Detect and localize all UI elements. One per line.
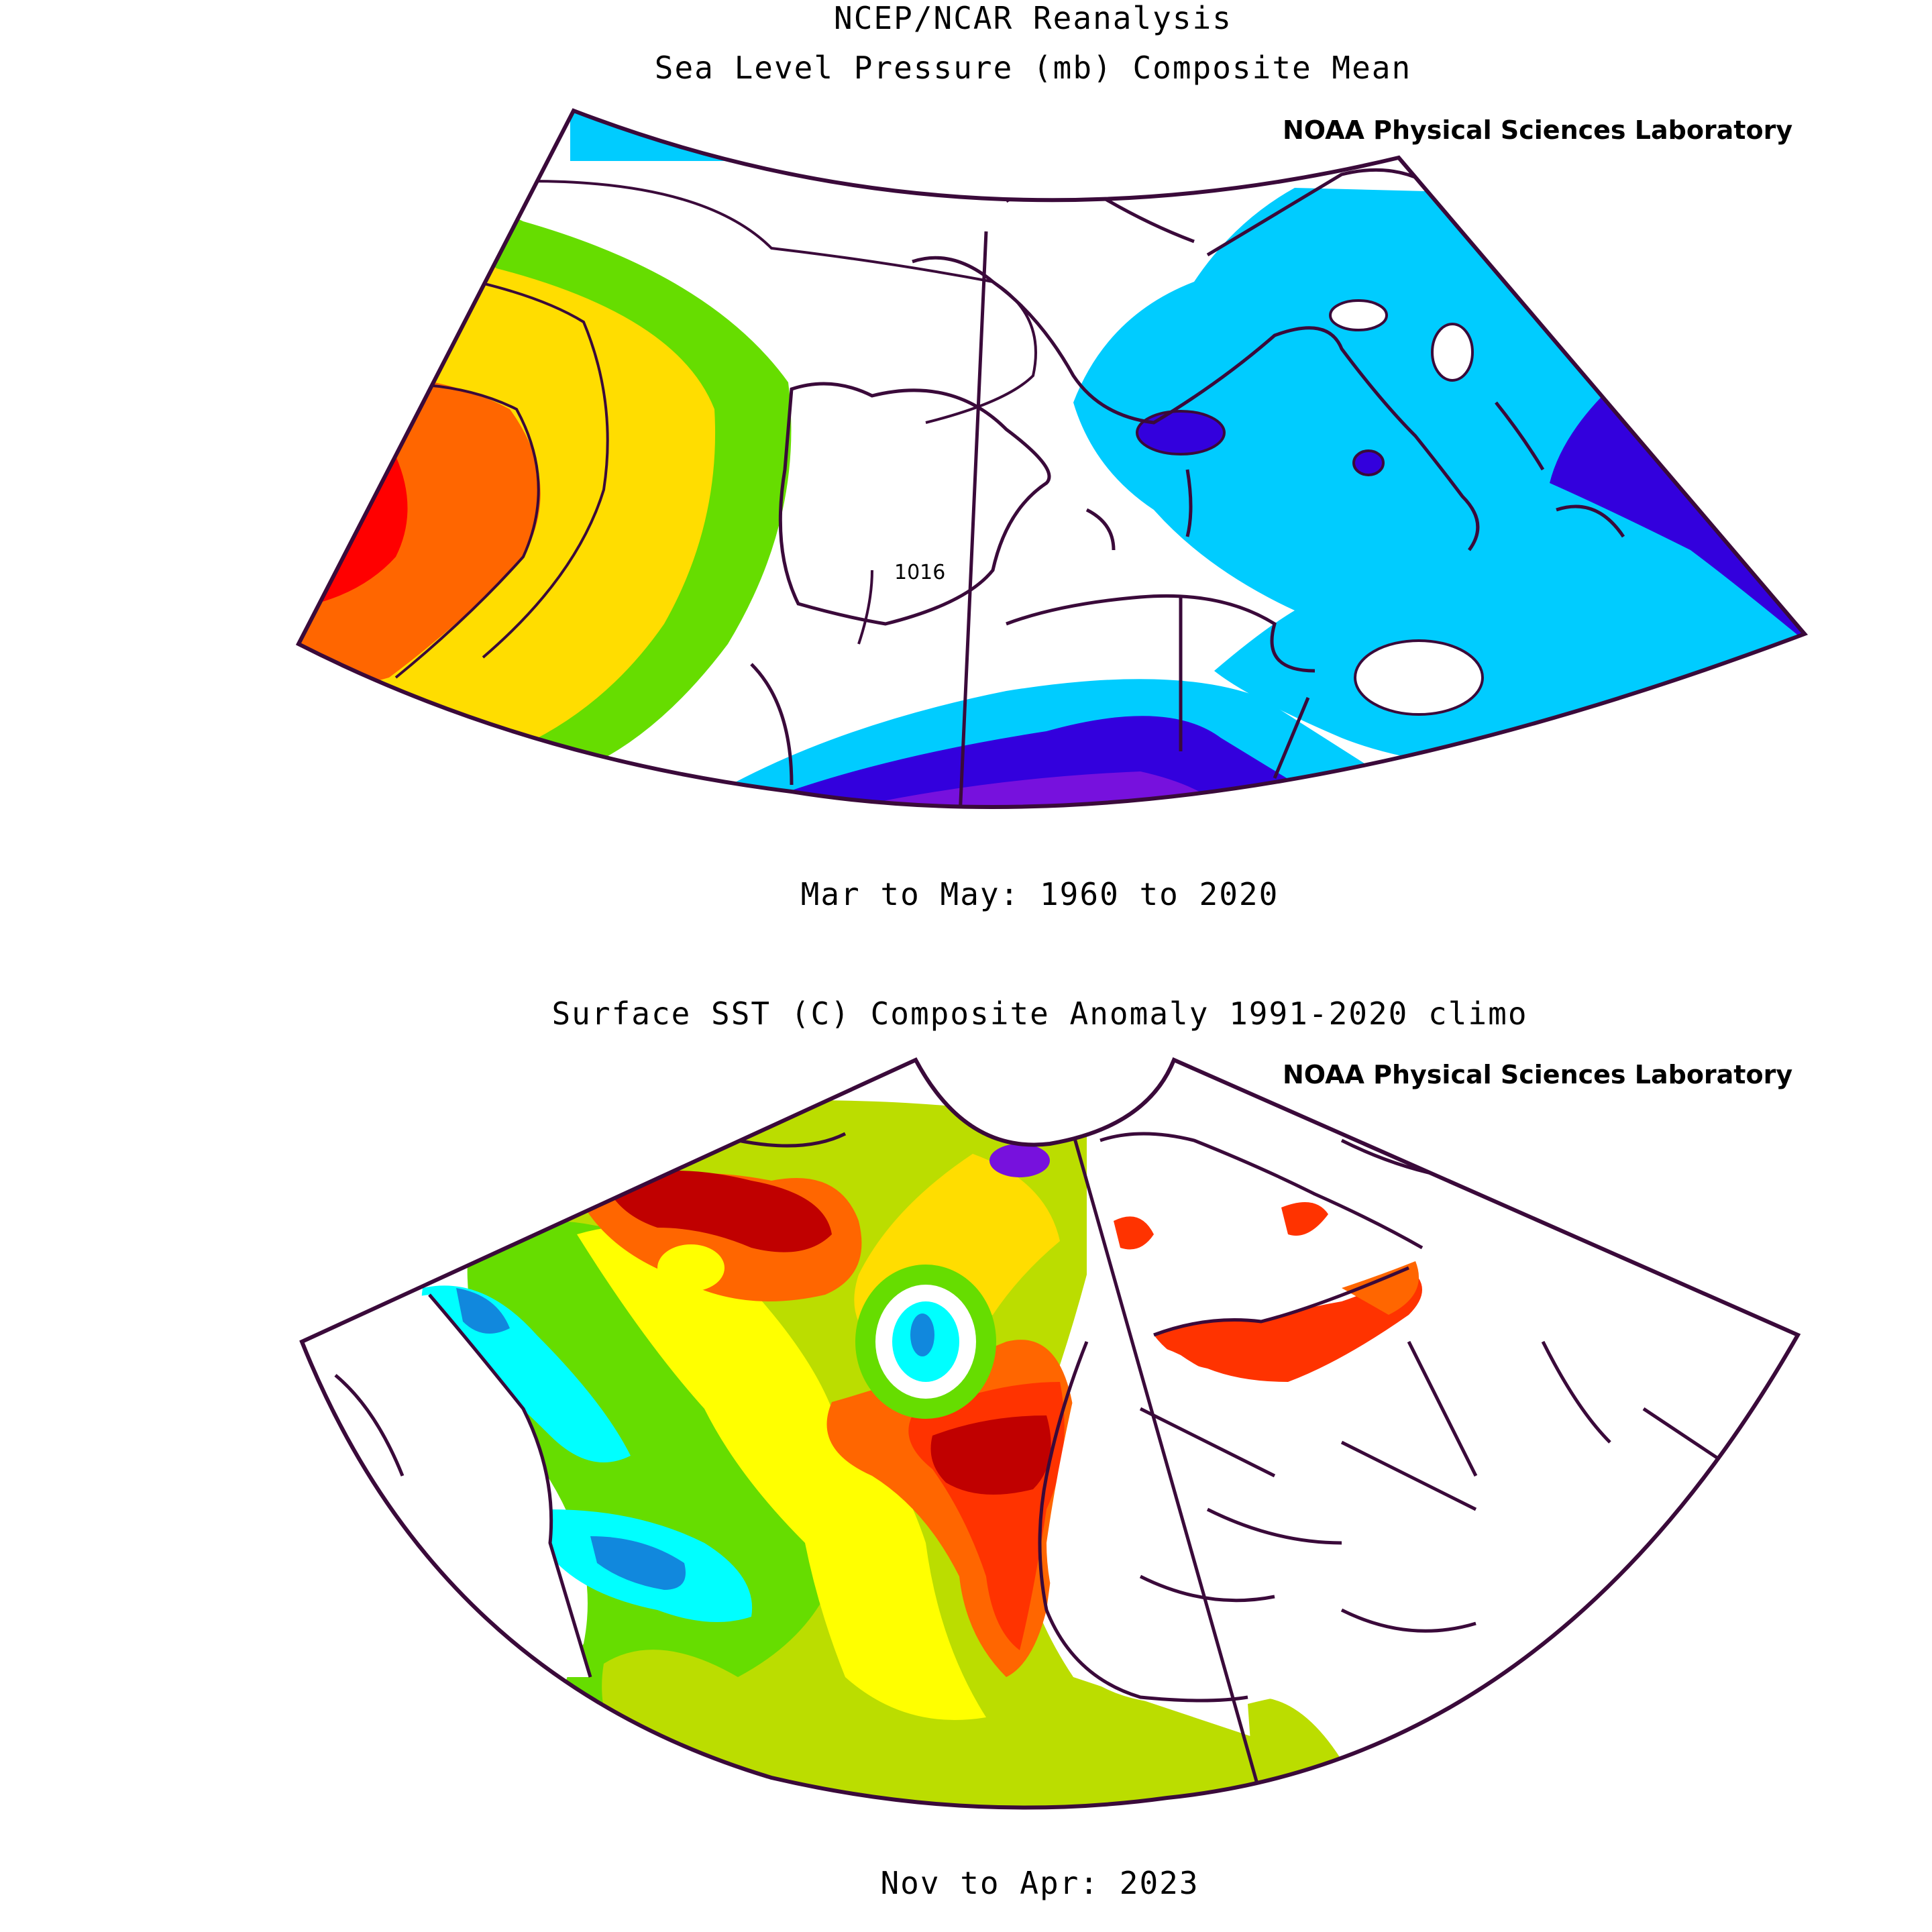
sst-cold-blue-west [456, 1288, 510, 1334]
sst-map [302, 1060, 1798, 1808]
slp-map [299, 111, 1805, 807]
sst-warm-med-orange [1342, 1261, 1419, 1315]
slp-band-darkblue-south [751, 716, 1342, 807]
sst-warm-darkred-central [930, 1415, 1051, 1495]
sst-cold-greenland [989, 1144, 1050, 1177]
slp-low-tyrrhenian [1136, 410, 1226, 455]
top-credit: NOAA Physical Sciences Laboratory [1283, 115, 1793, 145]
top-title-line1: NCEP/NCAR Reanalysis [834, 0, 1232, 36]
slp-low-adriatic [1352, 449, 1385, 476]
sst-warm-med [1154, 1268, 1422, 1382]
top-period: Mar to May: 1960 to 2020 [800, 876, 1279, 912]
sst-warm-darkred-north [604, 1171, 832, 1252]
sst-warm-blacksea [1281, 1202, 1328, 1236]
sst-map-border [299, 1057, 1801, 1810]
slp-hole-1 [1329, 299, 1388, 331]
bottom-credit: NOAA Physical Sciences Laboratory [1283, 1060, 1793, 1089]
sst-warm-north-europe [1114, 1216, 1154, 1250]
slp-hole-3 [1354, 639, 1484, 716]
sst-ocean-yellow [577, 1225, 986, 1720]
sst-cold-blue-south [590, 1536, 686, 1590]
sst-blue-core [910, 1313, 934, 1356]
slp-hole-2 [1431, 323, 1474, 382]
bottom-title: Surface SST (C) Composite Anomaly 1991-2… [551, 996, 1528, 1032]
slp-contour-label: 1016 [894, 561, 945, 584]
top-title-line2: Sea Level Pressure (mb) Composite Mean [654, 50, 1412, 86]
slp-map-border [295, 108, 1809, 809]
sst-yellow-spot [657, 1244, 724, 1291]
bottom-period: Nov to Apr: 2023 [880, 1865, 1199, 1901]
